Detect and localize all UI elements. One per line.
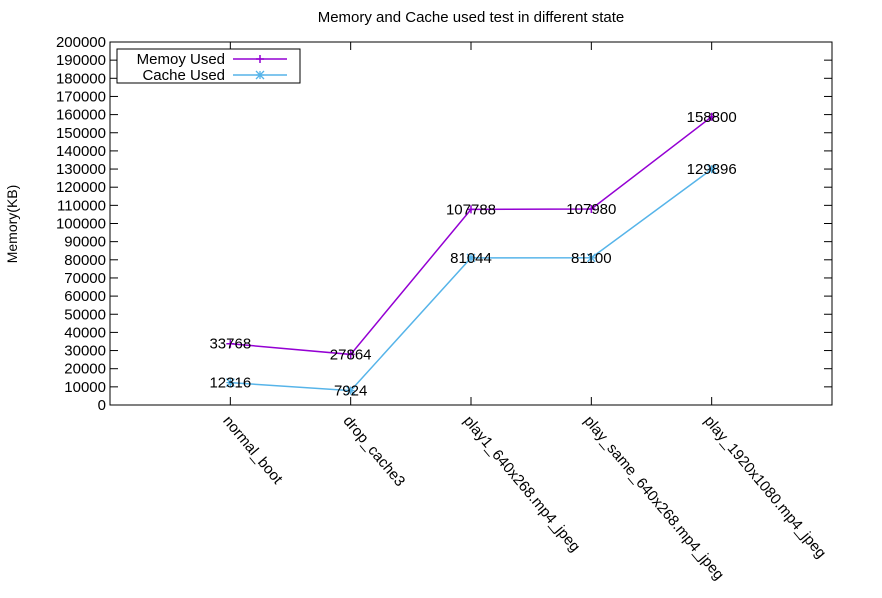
- x-tick-label: play_1920x1080.mp4_jpeg: [701, 413, 830, 562]
- series-line-0: [230, 116, 713, 356]
- data-label: 27864: [330, 346, 372, 363]
- x-tick-label: play1_640x268.mp4_jpeg: [460, 413, 583, 556]
- y-tick-label: 20000: [64, 361, 106, 378]
- data-label: 7924: [334, 383, 367, 400]
- y-tick-label: 200000: [56, 34, 106, 51]
- data-labels: 33768 27864 107788 107980 158800 12316 7924 810…: [209, 109, 736, 400]
- data-point: [226, 339, 235, 348]
- y-tick-label: 60000: [64, 288, 106, 305]
- y-tick-label: 130000: [56, 161, 106, 178]
- x-tick-label: drop_cache3: [340, 413, 409, 490]
- data-label: 81044: [450, 250, 492, 267]
- y-tick-label: 140000: [56, 143, 106, 160]
- legend-markers: [255, 55, 265, 80]
- y-tick-label: 10000: [64, 379, 106, 396]
- y-tick-label: 150000: [56, 125, 106, 142]
- y-tick-label: 100000: [56, 216, 106, 233]
- legend-label-cache: Cache Used: [142, 67, 225, 84]
- data-point: [467, 205, 475, 214]
- legend: Memoy Used Cache Used: [116, 48, 301, 84]
- data-label: 12316: [209, 375, 251, 392]
- y-axis-label: Memory(KB): [4, 185, 20, 264]
- data-label: 129896: [687, 161, 737, 178]
- data-point: [346, 350, 355, 359]
- data-point: [225, 378, 235, 388]
- data-point: [707, 164, 717, 174]
- x-axis-ticks: normal_boot drop_cache3 play1_640x268.mp4_…: [219, 42, 829, 583]
- data-label: 107980: [566, 201, 616, 218]
- y-tick-label: 70000: [64, 270, 106, 287]
- x-tick-label: play_same_640x268.mp4_jpeg: [580, 413, 727, 584]
- legend-marker-cache: [255, 70, 265, 80]
- data-label: 158800: [687, 109, 737, 126]
- data-point: [466, 253, 476, 263]
- data-point: [586, 253, 596, 263]
- chart-title: Memory and Cache used test in different …: [318, 9, 625, 26]
- data-point: [587, 205, 596, 214]
- y-tick-label: 40000: [64, 324, 106, 341]
- y-tick-label: 190000: [56, 52, 106, 69]
- y-tick-label: 80000: [64, 252, 106, 269]
- legend-label-memory: Memoy Used: [137, 51, 225, 68]
- data-label: 107788: [446, 201, 496, 218]
- legend-box: [116, 48, 301, 84]
- y-tick-label: 180000: [56, 70, 106, 87]
- data-point: [707, 112, 716, 121]
- legend-marker-memory: [256, 55, 264, 63]
- y-tick-label: 90000: [64, 234, 106, 251]
- x-tick-label: normal_boot: [219, 413, 286, 488]
- y-tick-label: 170000: [56, 88, 106, 105]
- data-label: 33768: [209, 336, 251, 353]
- y-tick-label: 120000: [56, 179, 106, 196]
- data-label: 81100: [571, 250, 612, 267]
- y-tick-label: 110000: [57, 197, 106, 214]
- y-tick-label: 30000: [64, 343, 106, 360]
- y-tick-label: 50000: [64, 306, 106, 323]
- y-tick-label: 160000: [56, 107, 106, 124]
- series-layer: [225, 112, 717, 396]
- y-tick-label: 0: [98, 397, 106, 414]
- data-point: [346, 386, 356, 396]
